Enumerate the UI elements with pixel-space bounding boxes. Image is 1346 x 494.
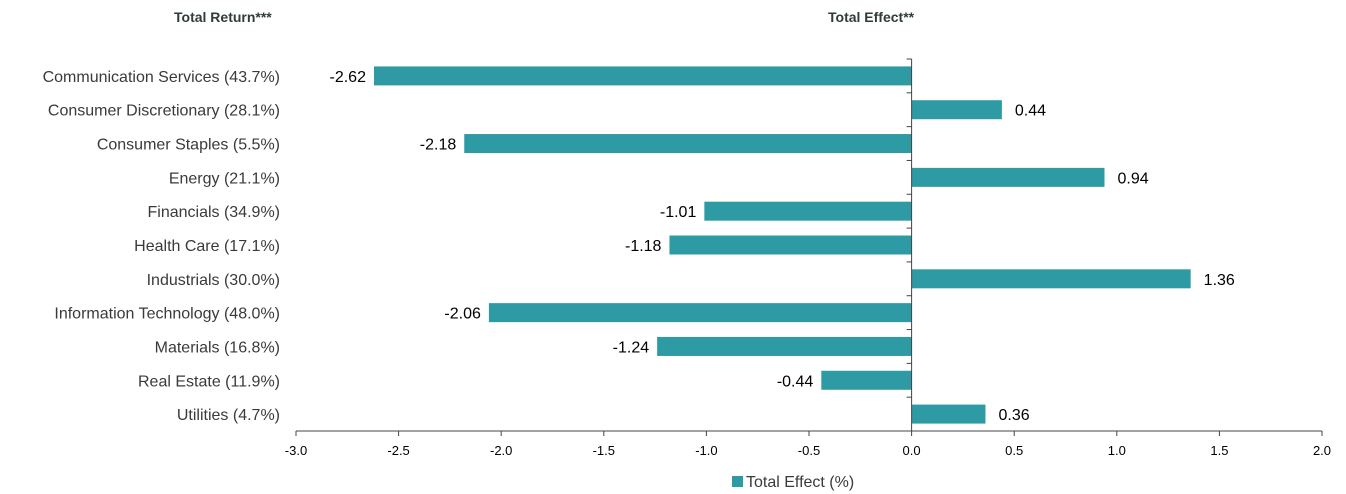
x-tick-label: 0.5: [1005, 443, 1023, 458]
value-label: 1.36: [1204, 272, 1235, 289]
bar-10: [911, 404, 986, 424]
legend: Total Effect (%): [732, 474, 854, 491]
x-tick-label: -2.5: [387, 443, 409, 458]
category-label: Consumer Discretionary (28.1%): [48, 103, 280, 120]
legend-label: Total Effect (%): [746, 474, 854, 491]
x-tick-label: 2.0: [1313, 443, 1331, 458]
value-label: -2.18: [420, 137, 457, 154]
bar-4: [704, 201, 912, 221]
bar-1: [911, 100, 1002, 120]
bars-group: [373, 66, 1191, 424]
category-label: Health Care (17.1%): [134, 238, 280, 255]
bar-3: [911, 167, 1105, 187]
value-label: 0.36: [998, 407, 1029, 424]
bar-8: [657, 336, 912, 356]
value-label: 0.44: [1015, 103, 1046, 120]
x-tick-label: -3.0: [285, 443, 307, 458]
x-tick-label: -1.0: [695, 443, 717, 458]
x-tick-label: 1.5: [1210, 443, 1228, 458]
value-label: -0.44: [777, 373, 814, 390]
bar-5: [669, 235, 912, 255]
total-effect-header: Total Effect**: [828, 9, 915, 25]
total-return-header: Total Return***: [174, 9, 272, 25]
category-label: Utilities (4.7%): [177, 407, 280, 424]
category-label: Financials (34.9%): [148, 204, 281, 221]
category-label: Information Technology (48.0%): [54, 306, 280, 323]
category-label: Industrials (30.0%): [147, 272, 280, 289]
x-tick-label: -0.5: [798, 443, 820, 458]
bar-9: [821, 370, 912, 390]
category-label: Energy (21.1%): [169, 170, 280, 187]
tick-labels-group: -3.0 -2.5 -2.0 -1.5 -1.0 -0.5 0.0 0.5 1.0 1.5 2.0: [285, 443, 1331, 458]
value-label: -1.01: [660, 204, 697, 221]
bar-2: [464, 134, 912, 154]
x-tick-label: 0.0: [903, 443, 921, 458]
axes-group: [295, 58, 1323, 436]
value-label: -2.62: [330, 69, 367, 86]
x-tick-label: -1.5: [593, 443, 615, 458]
category-label: Communication Services (43.7%): [43, 69, 280, 86]
bar-0: [373, 66, 912, 86]
legend-swatch: [732, 476, 743, 487]
x-tick-label: 1.0: [1108, 443, 1126, 458]
value-label: -1.24: [613, 339, 650, 356]
value-label: -2.06: [444, 306, 481, 323]
value-label: -1.18: [625, 238, 662, 255]
category-labels-group: Communication Services (43.7%) Consumer D…: [43, 69, 280, 424]
value-labels-group: -2.62 0.44 -2.18 0.94 -1.01 -1.18 1.36 -2.06 -1.…: [330, 69, 1235, 424]
category-label: Real Estate (11.9%): [138, 373, 280, 390]
category-label: Consumer Staples (5.5%): [97, 137, 280, 154]
bar-6: [911, 269, 1191, 289]
bar-7: [488, 303, 912, 323]
category-label: Materials (16.8%): [155, 339, 280, 356]
value-label: 0.94: [1117, 170, 1148, 187]
x-tick-label: -2.0: [490, 443, 512, 458]
